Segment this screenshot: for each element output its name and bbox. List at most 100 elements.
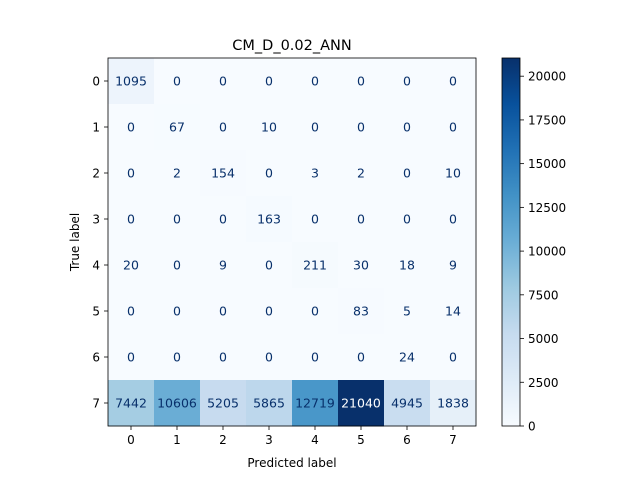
heatmap-cell (384, 242, 431, 289)
cell-value-label: 20 (123, 258, 139, 273)
cell-value-label: 154 (211, 166, 235, 181)
cell-value-label: 0 (357, 74, 365, 89)
chart-title: CM_D_0.02_ANN (232, 38, 351, 54)
heatmap-cell (292, 150, 339, 197)
heatmap-cell (200, 196, 247, 243)
cell-value-label: 0 (173, 304, 181, 319)
y-tick-label: 2 (92, 167, 100, 181)
cell-value-label: 2 (357, 166, 365, 181)
colorbar-ticks: 0 2500 5000 7500 10000 12500 15000 17500 20000 (520, 70, 566, 434)
cell-value-label: 0 (403, 74, 411, 89)
heatmap-cell (200, 58, 247, 105)
colorbar-tick-label: 12500 (528, 201, 566, 215)
cell-value-label: 0 (265, 258, 273, 273)
heatmap-cell (430, 242, 477, 289)
cell-value-label: 0 (311, 120, 319, 135)
cell-value-label: 0 (265, 350, 273, 365)
cell-value-label: 21040 (341, 396, 381, 411)
cell-value-label: 1095 (115, 74, 147, 89)
x-tick-label: 3 (265, 433, 273, 447)
cell-value-label: 12719 (295, 396, 335, 411)
heatmap-cell (384, 150, 431, 197)
heatmap-cell (338, 380, 385, 427)
heatmap-cell (338, 242, 385, 289)
heatmap-cell (338, 334, 385, 381)
cell-value-label: 0 (311, 304, 319, 319)
cell-value-label: 9 (449, 258, 457, 273)
y-tick-label: 4 (92, 259, 100, 273)
heatmap-cell (108, 104, 155, 151)
colorbar-tick-label: 10000 (528, 245, 566, 259)
cell-value-label: 5865 (253, 396, 285, 411)
cell-value-label: 0 (311, 350, 319, 365)
heatmap-cell (430, 104, 477, 151)
cell-value-label: 0 (449, 120, 457, 135)
colorbar-tick-label: 0 (528, 420, 536, 434)
heatmap-cell (338, 288, 385, 335)
y-tick-label: 1 (92, 121, 100, 135)
cell-value-label: 0 (173, 212, 181, 227)
cell-value-label: 14 (445, 304, 461, 319)
heatmap-cell (292, 288, 339, 335)
colorbar-tick-label: 2500 (528, 376, 559, 390)
y-tick-label: 0 (92, 75, 100, 89)
heatmap-cell (384, 58, 431, 105)
colorbar-tick-label: 5000 (528, 332, 559, 346)
cell-value-label: 18 (399, 258, 415, 273)
cell-value-label: 0 (449, 74, 457, 89)
heatmap-cell (246, 104, 293, 151)
heatmap-cell (384, 334, 431, 381)
x-axis-ticks: 0 1 2 3 4 5 6 7 (127, 426, 457, 447)
y-axis-ticks: 0 1 2 3 4 5 6 7 (92, 75, 108, 411)
heatmap-cells (108, 58, 477, 427)
cell-value-label: 83 (353, 304, 369, 319)
heatmap-cell (384, 380, 431, 427)
heatmap-cell (430, 334, 477, 381)
y-tick-label: 5 (92, 305, 100, 319)
cell-value-label: 0 (311, 74, 319, 89)
cell-value-label: 1838 (437, 396, 469, 411)
heatmap-cell (246, 288, 293, 335)
x-tick-label: 4 (311, 433, 319, 447)
cell-value-label: 0 (127, 350, 135, 365)
cell-value-label: 10 (261, 120, 277, 135)
heatmap-cell (384, 196, 431, 243)
heatmap-cell (246, 380, 293, 427)
plot-frame (107, 57, 477, 427)
heatmap-cell (154, 334, 201, 381)
heatmap-cell (108, 150, 155, 197)
cell-value-label: 24 (399, 350, 415, 365)
heatmap-cell (200, 334, 247, 381)
cell-value-label: 30 (353, 258, 369, 273)
cell-value-label: 10606 (157, 396, 197, 411)
heatmap-cell (430, 196, 477, 243)
cell-value-label: 10 (445, 166, 461, 181)
heatmap-cell (200, 380, 247, 427)
heatmap-cell (108, 58, 155, 105)
heatmap-cell (338, 196, 385, 243)
heatmap-cell (292, 334, 339, 381)
heatmap-cell (154, 380, 201, 427)
heatmap-cell (338, 104, 385, 151)
x-tick-label: 0 (127, 433, 135, 447)
cell-value-label: 0 (219, 304, 227, 319)
cell-value-label: 0 (449, 350, 457, 365)
heatmap-cell (246, 242, 293, 289)
cell-value-label: 0 (265, 166, 273, 181)
heatmap-cell (154, 150, 201, 197)
y-tick-label: 3 (92, 213, 100, 227)
heatmap-cell (108, 380, 155, 427)
cell-value-label: 0 (403, 166, 411, 181)
cell-value-label: 3 (311, 166, 319, 181)
heatmap-cell (200, 288, 247, 335)
cell-value-label: 163 (257, 212, 281, 227)
heatmap-cell (384, 288, 431, 335)
heatmap-cell (246, 196, 293, 243)
heatmap-cell (108, 242, 155, 289)
cell-value-label: 9 (219, 258, 227, 273)
y-tick-label: 7 (92, 397, 100, 411)
cell-value-label: 0 (127, 212, 135, 227)
heatmap-cell (200, 150, 247, 197)
heatmap-cell (200, 104, 247, 151)
